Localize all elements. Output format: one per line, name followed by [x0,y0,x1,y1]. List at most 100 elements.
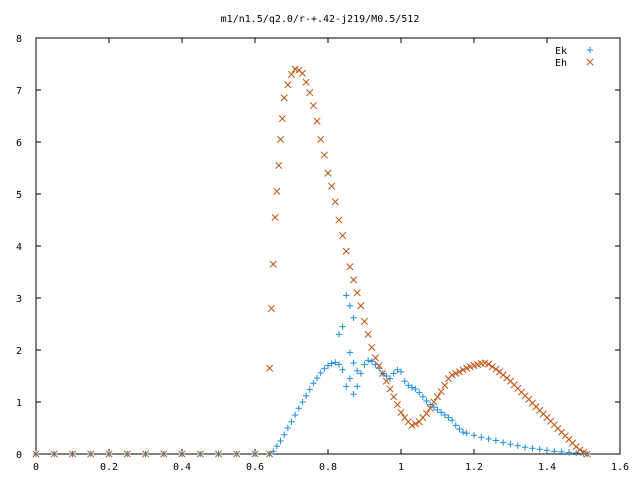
data-point [50,450,58,458]
data-point [306,89,314,97]
data-point [302,78,310,86]
data-point [368,343,376,351]
data-point [331,198,339,206]
data-point [455,368,463,376]
data-point [266,450,274,458]
x-tick-label: 0.6 [246,462,264,473]
data-point [320,151,328,159]
data-point [448,371,456,379]
data-point [586,58,594,66]
data-point [393,401,401,409]
y-tick-label: 1 [16,398,22,409]
series-ek [32,292,591,458]
data-point [485,360,493,368]
data-point [357,302,365,310]
axis-ticks: 0 0.2 0.4 0.6 0.8 1 1.2 1.4 1.6 0 1 2 3 4 5 6 7 8 [16,34,629,473]
data-point [233,450,241,458]
data-point [386,385,394,393]
data-point [32,450,40,458]
y-tick-label: 5 [16,190,22,201]
data-point [437,388,445,396]
y-tick-label: 8 [16,34,22,45]
data-point [568,439,577,447]
data-point [499,371,507,379]
data-point [287,70,296,78]
legend-label-ek: Ek [555,46,567,57]
data-point [517,388,526,396]
data-point [379,369,387,377]
data-point [532,403,540,411]
data-point [317,135,325,143]
data-point [196,450,204,458]
data-point [521,392,529,400]
data-point [503,374,511,382]
data-point [554,424,562,433]
data-point [349,276,358,284]
data-point [313,117,321,125]
data-point [309,102,317,110]
data-point [275,161,283,169]
data-point [342,247,350,255]
data-point [364,330,372,338]
x-tick-label: 0.8 [319,462,337,473]
data-point [291,65,299,73]
data-point [251,450,259,458]
data-point [463,364,471,372]
data-point [550,421,558,429]
x-tick-label: 1.6 [611,462,629,473]
data-point [565,435,573,443]
y-tick-label: 2 [16,346,22,357]
data-point [401,414,409,422]
data-point [87,450,95,458]
data-point [214,450,223,458]
data-point [346,263,354,271]
data-point [298,69,307,77]
data-point [353,289,361,297]
y-tick-label: 4 [16,242,22,253]
data-point [495,368,504,376]
data-point [543,414,551,422]
legend-marker-ek [586,46,594,54]
legend-marker-eh [586,58,594,66]
y-tick-label: 7 [16,86,22,97]
data-point [422,409,431,417]
x-tick-label: 0 [33,462,39,473]
data-point [375,362,383,370]
x-tick-label: 1 [398,462,404,473]
data-point [105,450,113,458]
data-point [488,363,496,371]
data-point [278,115,286,123]
data-point [360,317,369,325]
data-point [572,443,580,451]
data-point [295,66,303,74]
y-tick-label: 3 [16,294,22,305]
data-point [426,404,434,412]
data-point [390,393,398,401]
data-point [433,393,442,401]
data-point [459,366,467,374]
y-tick-label: 6 [16,138,22,149]
data-point [492,365,500,373]
data-point [328,182,336,190]
x-tick-label: 0.2 [100,462,118,473]
data-point [276,135,285,143]
chart-title: m1/n1.5/q2.0/r-+.42-j219/M0.5/512 [221,14,420,25]
data-point [514,384,522,393]
y-tick-label: 0 [16,450,22,461]
data-point [404,418,412,426]
x-tick-label: 0.4 [173,462,191,473]
data-point [269,260,277,268]
data-point [558,428,566,436]
data-point [397,408,405,416]
data-point [506,377,515,385]
data-point [382,377,390,385]
series-eh [32,65,591,458]
data-point [452,369,460,377]
data-point [525,395,533,403]
legend-label-eh: Eh [555,58,567,69]
series-group [32,65,591,458]
data-point [266,364,274,372]
data-point [178,450,186,458]
